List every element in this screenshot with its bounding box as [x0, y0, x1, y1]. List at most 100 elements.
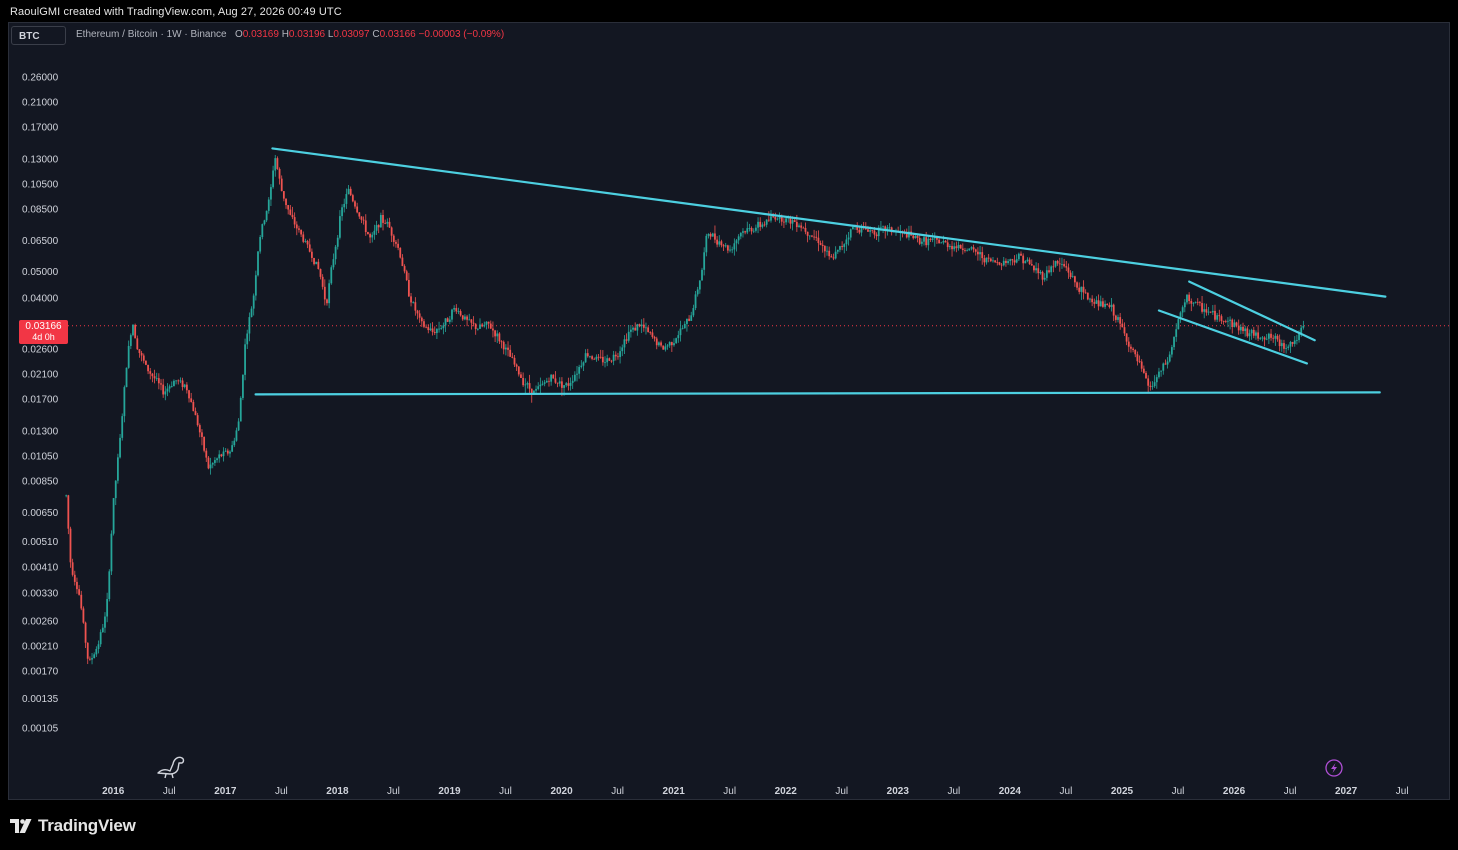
candle-body — [737, 236, 740, 241]
x-tick-label: 2027 — [1335, 786, 1358, 797]
candle-body — [931, 238, 934, 240]
candle-body — [744, 231, 747, 233]
candle-body — [873, 230, 876, 235]
candle-body — [983, 258, 986, 263]
candle-body — [261, 224, 264, 237]
candle-body — [1175, 329, 1178, 337]
candle-body — [632, 327, 634, 330]
trendline-horizontal-support[interactable] — [254, 391, 1381, 396]
candle-body — [295, 224, 298, 229]
candle-body — [343, 203, 346, 208]
candle-body — [1214, 310, 1216, 320]
candle-body — [265, 210, 268, 221]
candle-body — [832, 257, 835, 259]
y-tick-label: 0.00410 — [22, 563, 59, 574]
candle-body — [1278, 339, 1281, 347]
candle-body — [134, 324, 137, 339]
candle-body — [188, 390, 190, 399]
candle-body — [826, 250, 828, 252]
x-tick-label: Jul — [611, 786, 624, 797]
candle-body — [278, 168, 281, 179]
candle-body — [1030, 264, 1033, 266]
candle-body — [1179, 312, 1182, 320]
candle-body — [981, 252, 984, 259]
x-axis: 2016 Jul 2017 Jul 2018 Jul 2019 Jul 2020 Jul 2021 J… — [102, 786, 1408, 797]
candle-body — [617, 356, 619, 358]
candle-body — [431, 328, 434, 332]
candle-body — [1155, 377, 1158, 383]
candle-body — [823, 246, 826, 252]
candle-body — [1194, 301, 1197, 303]
candle-body — [718, 241, 721, 245]
candle-body — [440, 328, 443, 329]
close-label: C — [372, 29, 380, 40]
legend-title: Ethereum / Bitcoin · 1W · Binance — [76, 29, 227, 40]
candle-body — [1063, 264, 1066, 267]
symbol-search-box[interactable]: BTC — [11, 26, 66, 45]
candle-body — [429, 328, 432, 331]
candle-body — [511, 356, 514, 358]
candle-body — [1239, 326, 1242, 331]
tradingview-brand[interactable]: TradingView — [10, 816, 136, 836]
candle-body — [464, 316, 466, 320]
candle-body — [638, 324, 641, 327]
candle-body — [1147, 378, 1150, 386]
candle-body — [664, 346, 667, 350]
trendlines[interactable] — [254, 147, 1387, 396]
candle-body — [147, 364, 149, 372]
candle-body — [688, 318, 690, 321]
candle-body — [974, 249, 977, 252]
x-tick-label: Jul — [1396, 786, 1409, 797]
candle-body — [142, 355, 145, 361]
candle-body — [84, 622, 87, 643]
trendline-channel-lower[interactable] — [1157, 309, 1309, 365]
lightning-icon[interactable] — [1325, 759, 1343, 777]
chart-pane[interactable] — [8, 22, 1450, 800]
x-tick-label: Jul — [1284, 786, 1297, 797]
candle-body — [395, 241, 397, 244]
candle-body — [1069, 272, 1072, 277]
candle-body — [513, 357, 516, 365]
candle-body — [593, 358, 596, 360]
candle-body — [1289, 341, 1292, 347]
candle-body — [640, 324, 643, 327]
candle-body — [1013, 260, 1016, 263]
candle-body — [91, 658, 93, 660]
x-tick-label: Jul — [835, 786, 848, 797]
candle-body — [923, 237, 925, 242]
candle-body — [955, 246, 958, 249]
candle-body — [821, 244, 824, 247]
candle-body — [138, 349, 141, 353]
x-tick-label: 2020 — [550, 786, 573, 797]
candle-body — [306, 241, 309, 245]
candle-body — [1261, 337, 1264, 339]
last-price-value: 0.03166 — [25, 321, 62, 332]
candle-body — [183, 384, 186, 388]
candle-body — [716, 239, 719, 245]
candle-body — [1121, 323, 1124, 328]
candle-body — [1211, 310, 1214, 313]
candle-body — [1302, 326, 1305, 328]
candle-body — [423, 321, 425, 327]
candle-body — [798, 225, 800, 228]
change-value: −0.00003 (−0.09%) — [418, 29, 505, 40]
x-tick-label: 2017 — [214, 786, 237, 797]
trendline-upper-resistance[interactable] — [271, 147, 1387, 298]
candle-body — [1039, 271, 1042, 274]
candle-body — [839, 246, 841, 250]
candle-body — [82, 608, 85, 623]
candle-body — [726, 245, 729, 251]
low-value: 0.03097 — [333, 29, 370, 40]
candle-body — [496, 333, 499, 337]
candle-body — [634, 327, 637, 331]
candle-body — [1255, 332, 1257, 336]
candle-body — [817, 237, 820, 244]
candle-body — [1218, 315, 1221, 317]
candle-body — [539, 384, 542, 387]
candle-body — [302, 234, 305, 242]
trendline-channel-upper[interactable] — [1188, 280, 1316, 342]
candle-body — [259, 236, 262, 252]
candle-body — [793, 220, 796, 222]
candle-body — [1140, 361, 1143, 369]
